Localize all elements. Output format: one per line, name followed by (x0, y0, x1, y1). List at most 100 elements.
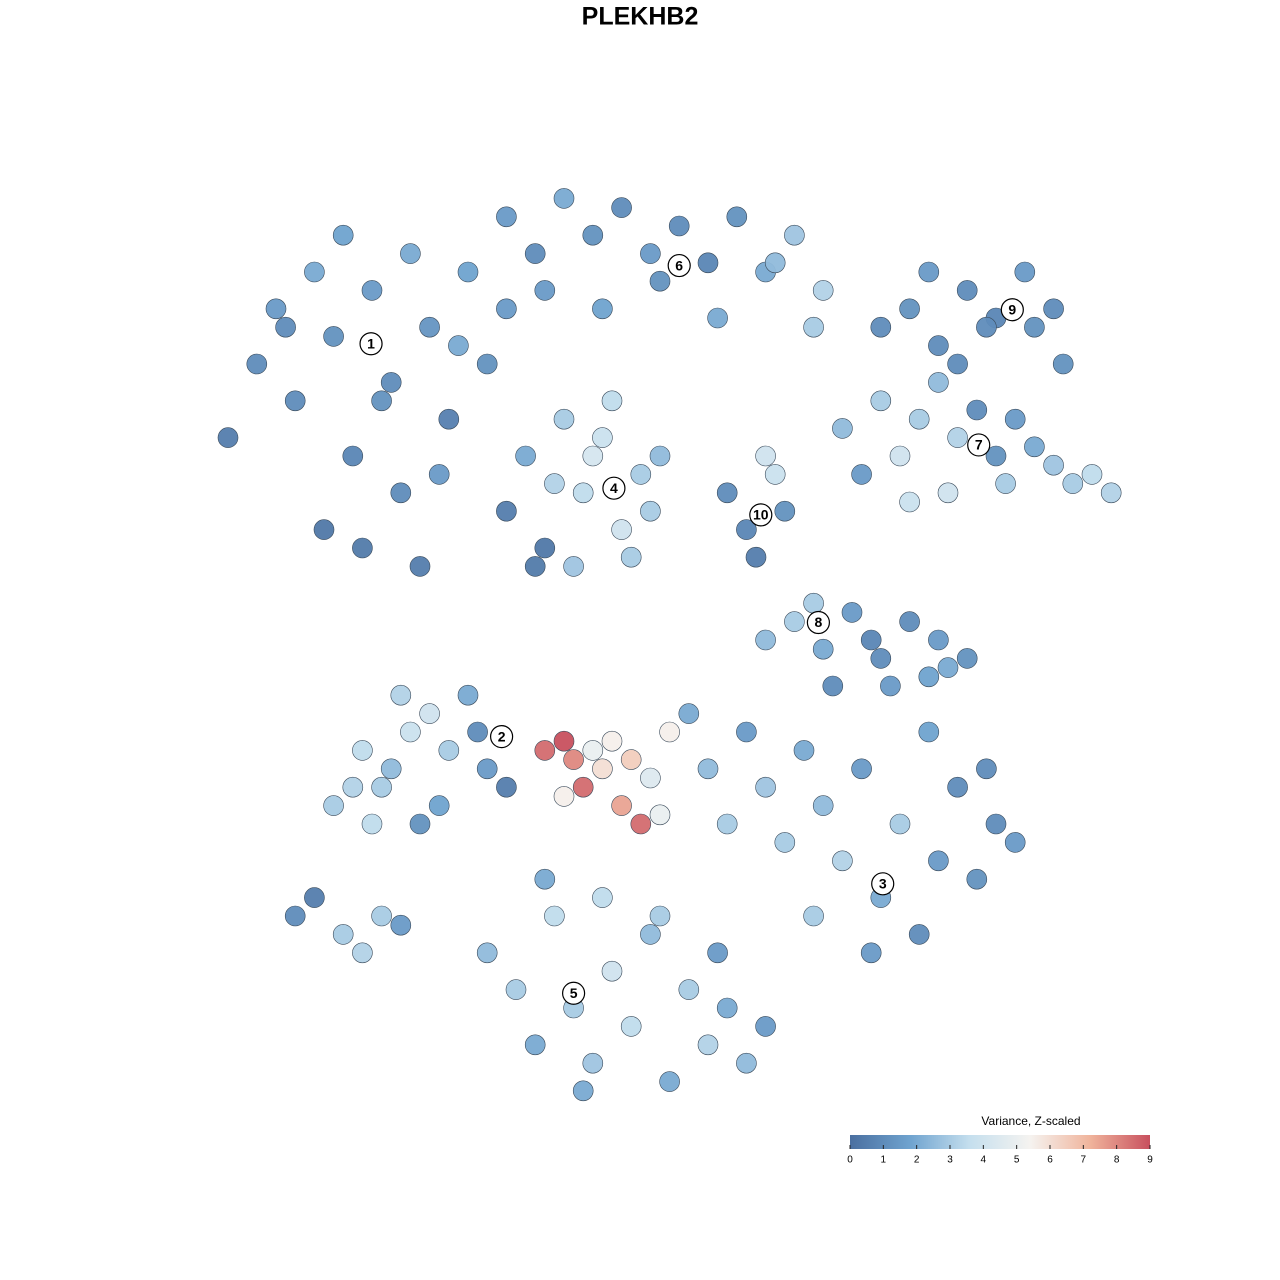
point (409, 813, 431, 835)
point (1081, 464, 1103, 485)
point (352, 537, 373, 559)
point (880, 675, 901, 697)
point (1043, 454, 1064, 476)
point (553, 730, 575, 752)
point (611, 197, 632, 218)
point (956, 280, 978, 301)
point (592, 298, 613, 320)
chart-title: PLEKHB2 (582, 3, 699, 31)
point (544, 905, 565, 927)
point (649, 445, 671, 467)
point (928, 335, 949, 356)
point (774, 832, 796, 853)
point (371, 776, 392, 798)
point (947, 427, 968, 448)
cluster-label: 7 (975, 437, 983, 453)
point (361, 280, 383, 301)
colorbar-tick-label: 7 (1081, 1155, 1087, 1166)
colorbar-tick-label: 5 (1014, 1155, 1020, 1166)
point (620, 749, 642, 770)
point (467, 721, 488, 743)
point (678, 703, 700, 724)
point (908, 924, 930, 945)
colorbar (850, 1135, 1150, 1149)
point (428, 795, 450, 816)
point (400, 243, 421, 264)
point (352, 942, 373, 964)
point (1024, 316, 1045, 338)
point (784, 224, 805, 246)
point (812, 638, 834, 660)
point (390, 482, 412, 504)
point (697, 758, 719, 780)
cluster-label: 2 (498, 728, 506, 744)
point (812, 280, 834, 301)
colorbar-title: Variance, Z-scaled (981, 1114, 1080, 1128)
cluster-label: 6 (675, 257, 683, 273)
point (476, 942, 498, 964)
point (496, 298, 517, 320)
point (985, 813, 1007, 835)
colorbar-tick-label: 2 (914, 1155, 920, 1166)
point (870, 316, 892, 338)
point (870, 390, 892, 412)
point (275, 316, 296, 338)
point (524, 556, 546, 577)
point (832, 418, 853, 439)
point (1014, 261, 1036, 283)
point (572, 1080, 594, 1102)
point (1062, 473, 1084, 494)
cluster-marker (561, 981, 586, 1005)
point (419, 316, 440, 338)
point (390, 914, 412, 936)
point (496, 500, 517, 522)
point (716, 813, 738, 835)
cluster-marker (967, 433, 991, 457)
point (640, 243, 661, 264)
point (601, 730, 623, 752)
point (476, 353, 498, 375)
point (563, 749, 584, 770)
cluster-label: 3 (879, 876, 887, 892)
cluster-marker (667, 253, 691, 278)
point (524, 243, 546, 264)
cluster-marker (871, 872, 895, 896)
point (448, 335, 469, 356)
point (457, 684, 479, 706)
point (1100, 482, 1122, 504)
point (956, 648, 978, 669)
point (640, 924, 661, 945)
point (304, 261, 325, 283)
point (803, 316, 824, 338)
point (400, 721, 421, 743)
point (1043, 298, 1064, 320)
cluster-label: 9 (1008, 301, 1016, 317)
point (553, 188, 575, 209)
point (630, 813, 652, 835)
cluster-marker (806, 610, 831, 635)
point (716, 997, 738, 1019)
colorbar-tick-label: 0 (847, 1155, 853, 1166)
point (428, 464, 450, 485)
point (659, 1071, 680, 1092)
point (601, 960, 623, 982)
cluster-label: 4 (610, 480, 618, 496)
point (496, 776, 517, 798)
point (774, 500, 796, 522)
point (707, 307, 728, 329)
point (899, 611, 920, 632)
point (534, 280, 556, 301)
point (707, 942, 728, 964)
point (1004, 408, 1026, 430)
point (534, 537, 556, 559)
point (572, 776, 594, 798)
point (745, 546, 767, 568)
point (534, 868, 556, 890)
point (515, 445, 536, 467)
point (755, 1016, 776, 1037)
point (313, 519, 335, 540)
point (284, 905, 306, 927)
point (668, 215, 690, 237)
point (582, 1052, 604, 1074)
point (697, 1034, 719, 1056)
